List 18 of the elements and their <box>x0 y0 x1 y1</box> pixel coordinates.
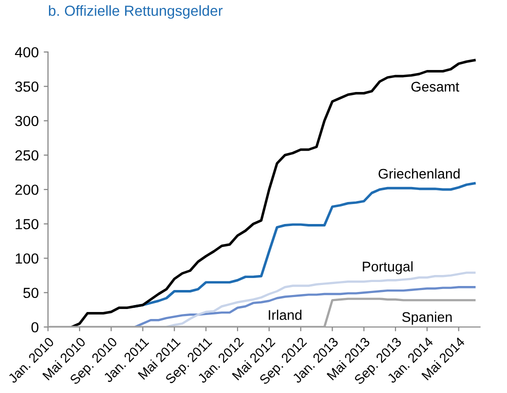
y-tick-label: 150 <box>16 218 38 230</box>
y-tick-label: 250 <box>15 150 38 161</box>
y-tick-label: 350 <box>15 81 38 92</box>
series-label: Spanien <box>402 312 452 325</box>
line-series <box>134 286 476 327</box>
y-tick-label: 300 <box>15 116 38 126</box>
series-label: Gesamt <box>411 82 460 92</box>
line-series <box>48 298 476 327</box>
line-series <box>70 59 476 327</box>
series-label: Irland <box>268 310 302 320</box>
chart-title: b. Offizielle Rettungsgelder <box>48 5 223 19</box>
series-label: Portugal <box>362 261 413 274</box>
y-tick-label: 100 <box>16 253 38 264</box>
y-tick-label: 200 <box>15 184 38 195</box>
y-tick-label: 50 <box>23 288 38 298</box>
y-tick-label: 400 <box>14 47 38 58</box>
series-label: Griechenland <box>378 168 460 179</box>
y-tick-label: 0 <box>31 322 38 332</box>
